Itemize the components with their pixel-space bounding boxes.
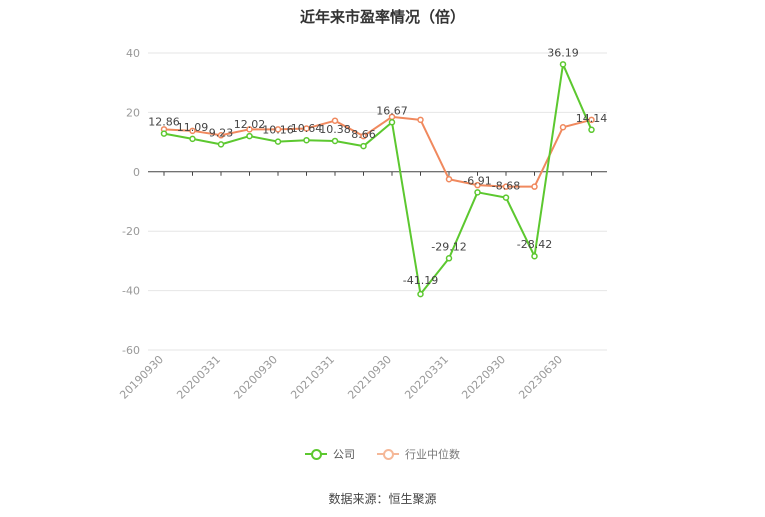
x-tick-label: 20220331: [402, 353, 451, 402]
data-label: 14.14: [576, 112, 608, 125]
data-label: -29.12: [431, 240, 466, 253]
legend-item-industry-median[interactable]: 行业中位数: [377, 446, 460, 462]
y-tick-label: 0: [133, 166, 140, 179]
data-label: 10.64: [291, 122, 323, 135]
x-tick-label: 20200331: [174, 353, 223, 402]
series-point-0: [274, 138, 282, 145]
series-line-1: [163, 115, 592, 188]
series-point-0: [531, 252, 538, 260]
legend-label-company: 公司: [333, 448, 355, 461]
x-tick-label: 20210331: [288, 353, 337, 402]
chart-title: 近年来市盈率情况（倍）: [299, 8, 465, 26]
series-point-1: [246, 126, 253, 133]
data-label: 8.66: [351, 128, 376, 141]
y-tick-label: 40: [126, 47, 140, 60]
legend-swatch-company: [305, 448, 327, 460]
series-point-0: [331, 137, 339, 145]
series-point-1: [303, 125, 310, 132]
data-label: 9.23: [209, 126, 234, 139]
series-point-0: [588, 126, 595, 134]
series-point-0: [388, 119, 396, 126]
legend: 公司 行业中位数: [0, 446, 765, 462]
series-point-0: [445, 255, 453, 262]
series-point-0: [217, 141, 225, 148]
series-point-1: [189, 127, 196, 135]
data-source: 数据来源：恒生聚源: [328, 492, 437, 506]
x-tick-label: 20210930: [345, 353, 394, 402]
y-tick-label: -20: [122, 225, 140, 238]
series-point-0: [303, 136, 310, 144]
series-point-0: [417, 290, 424, 298]
data-label: -28.42: [517, 238, 552, 251]
series-point-0: [360, 142, 367, 150]
legend-item-company[interactable]: 公司: [305, 446, 355, 462]
series-point-0: [559, 61, 567, 68]
data-label: 10.16: [262, 124, 294, 137]
grid-layer: [148, 52, 607, 351]
series-line-0: [163, 63, 593, 296]
data-label: -41.19: [403, 274, 438, 287]
series-point-1: [559, 124, 567, 131]
legend-swatch-industry-median: [377, 448, 399, 460]
series-point-1: [502, 183, 510, 190]
y-tick-label: -40: [122, 285, 140, 298]
series-point-1: [217, 132, 225, 139]
x-tick-label: 20200930: [231, 353, 280, 402]
data-label: 16.67: [376, 104, 408, 117]
data-label: -8.68: [492, 180, 520, 193]
x-tick-label: 20220930: [459, 353, 508, 402]
series-point-1: [588, 116, 595, 124]
data-label: 36.19: [547, 46, 579, 59]
data-label: 11.09: [177, 121, 209, 134]
series-point-0: [160, 130, 168, 137]
data-label: 12.86: [148, 116, 180, 129]
series-point-1: [474, 181, 481, 189]
series-point-1: [417, 116, 424, 124]
series-point-1: [531, 183, 538, 190]
data-label: 10.38: [319, 123, 351, 136]
y-tick-label: -60: [122, 344, 140, 357]
data-label: -6.91: [463, 174, 491, 187]
x-tick-label: 20230630: [516, 353, 565, 402]
series-point-1: [360, 132, 367, 140]
series-point-0: [474, 189, 481, 196]
series-layer: [160, 61, 595, 298]
y-tick-label: 20: [126, 106, 140, 119]
series-point-1: [445, 175, 453, 183]
series-point-0: [246, 132, 253, 140]
series-point-0: [502, 194, 510, 201]
series-point-0: [189, 135, 196, 143]
series-point-1: [331, 117, 339, 124]
legend-label-industry-median: 行业中位数: [405, 448, 460, 461]
x-tick-label: 20190930: [117, 353, 166, 402]
series-point-1: [274, 126, 282, 133]
data-label: 12.02: [234, 118, 266, 131]
